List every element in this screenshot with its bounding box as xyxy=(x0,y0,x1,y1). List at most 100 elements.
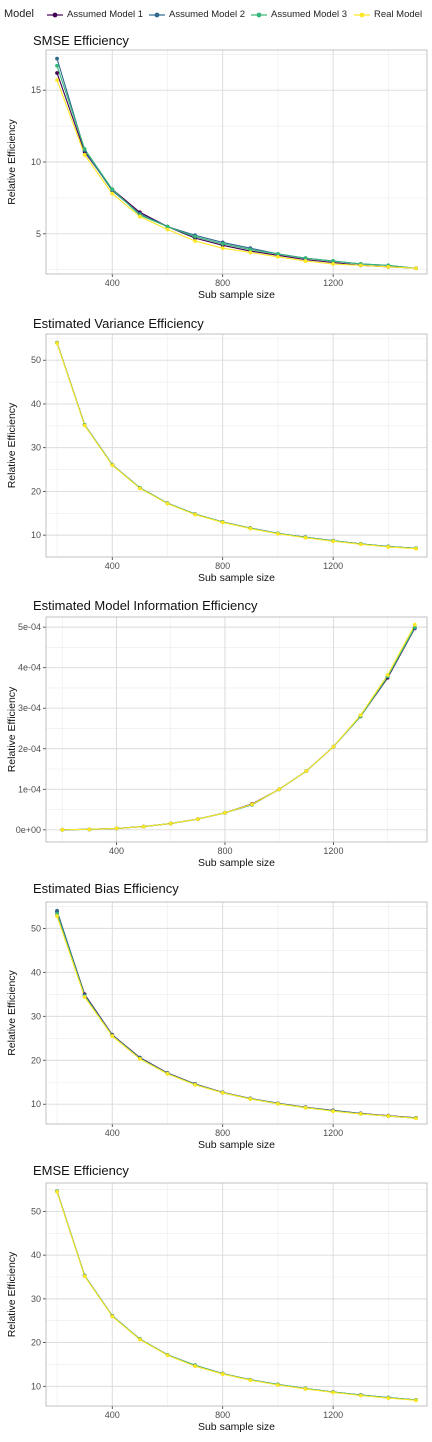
series-line-3 xyxy=(56,1191,417,1401)
data-point xyxy=(55,908,59,913)
data-point xyxy=(60,827,65,832)
y-tick-label: 5 xyxy=(36,229,41,239)
data-point xyxy=(358,263,363,268)
data-point xyxy=(137,1057,142,1061)
data-point xyxy=(223,810,227,815)
data-point xyxy=(248,250,253,255)
x-axis-label: Sub sample size xyxy=(198,572,275,584)
data-point xyxy=(277,787,282,792)
y-tick-label: 50 xyxy=(31,355,41,365)
series-line-2 xyxy=(62,627,416,831)
data-point xyxy=(82,147,87,151)
y-tick-label: 2e-04 xyxy=(18,744,41,754)
panel-border xyxy=(45,901,428,1125)
data-point xyxy=(193,239,197,243)
series-line-4 xyxy=(56,343,416,550)
chart-panel: 400 800 1200 10 20 30 40 50 Sub sample size Relat… xyxy=(6,333,428,584)
x-axis-label: Sub sample size xyxy=(198,289,275,301)
data-point xyxy=(55,914,59,918)
data-point xyxy=(331,539,336,544)
y-tick-label: 40 xyxy=(31,967,41,977)
x-tick-label: 400 xyxy=(105,278,120,288)
panel-border xyxy=(45,616,428,843)
y-tick-label: 0e+00 xyxy=(16,825,41,835)
data-point xyxy=(303,256,308,261)
x-tick-label: 400 xyxy=(105,561,120,571)
y-tick-label: 40 xyxy=(31,1250,41,1260)
y-axis-label: Relative Efficiency xyxy=(6,686,18,772)
data-point xyxy=(412,622,417,627)
data-point xyxy=(193,1364,197,1369)
y-tick-label: 20 xyxy=(31,1338,41,1348)
data-point xyxy=(141,824,146,829)
series-line-1 xyxy=(56,72,416,269)
y-tick-label: 30 xyxy=(31,443,41,453)
panel-border xyxy=(45,49,428,275)
series-line-2 xyxy=(56,342,416,549)
data-point xyxy=(386,545,391,549)
data-point xyxy=(248,1378,253,1383)
data-point xyxy=(386,264,391,269)
y-tick-label: 10 xyxy=(31,1381,41,1391)
data-point xyxy=(165,224,170,229)
data-point xyxy=(358,713,363,718)
series-line-4 xyxy=(56,79,416,269)
series-line-1 xyxy=(56,911,417,1119)
y-axis-label: Relative Efficiency xyxy=(6,969,18,1055)
x-tick-label: 400 xyxy=(105,1410,120,1420)
y-tick-label: 50 xyxy=(31,923,41,933)
y-tick-label: 50 xyxy=(31,1206,41,1216)
data-point xyxy=(276,251,280,256)
legend-key-icon xyxy=(354,12,370,18)
x-axis-label: Sub sample size xyxy=(198,1139,275,1151)
data-point xyxy=(248,247,253,252)
data-point xyxy=(82,423,87,428)
x-axis-label: Sub sample size xyxy=(198,1421,275,1433)
data-point xyxy=(168,821,173,826)
data-point xyxy=(386,1114,391,1118)
data-point xyxy=(220,241,225,246)
data-point xyxy=(250,802,254,807)
x-tick-label: 1200 xyxy=(323,846,343,856)
y-tick-label: 20 xyxy=(31,486,41,496)
series-line-3 xyxy=(56,342,416,549)
data-point xyxy=(110,1314,115,1319)
chart-panel: 400 800 1200 0e+00 1e-04 2e-04 3e-04 4e-04 5e-04… xyxy=(6,616,428,869)
x-tick-label: 400 xyxy=(105,1128,120,1138)
x-tick-label: 1200 xyxy=(323,278,343,288)
y-tick-label: 4e-04 xyxy=(18,663,41,673)
data-point xyxy=(193,512,197,517)
chart-title: Estimated Model Information Efficiency xyxy=(33,598,258,613)
data-point xyxy=(82,152,87,157)
y-tick-label: 15 xyxy=(31,85,41,95)
data-point xyxy=(331,1390,336,1395)
series-line-3 xyxy=(56,65,417,269)
chart-title: Estimated Variance Efficiency xyxy=(33,316,204,331)
data-point xyxy=(165,501,170,506)
data-point xyxy=(414,1398,418,1403)
legend-label: Assumed Model 1 xyxy=(67,9,144,20)
series-line-2 xyxy=(56,910,416,1119)
chart-title: Estimated Bias Efficiency xyxy=(33,881,179,896)
data-point xyxy=(304,769,309,773)
legend: Model Assumed Model 1 Assumed Model 2 As… xyxy=(0,0,432,30)
data-point xyxy=(276,254,280,259)
series-line-2 xyxy=(56,1191,417,1401)
legend-key-icon xyxy=(251,12,267,18)
y-tick-label: 30 xyxy=(31,1294,41,1304)
data-point xyxy=(386,1396,391,1401)
legend-key-icon xyxy=(149,12,165,18)
data-point xyxy=(55,71,59,75)
x-tick-label: 800 xyxy=(215,1128,230,1138)
y-axis-label: Relative Efficiency xyxy=(6,402,18,488)
series-line-4 xyxy=(56,915,417,1119)
data-point xyxy=(358,1111,363,1116)
legend-key-icon xyxy=(47,12,63,18)
panel-border xyxy=(45,333,428,558)
y-tick-label: 10 xyxy=(31,1099,41,1109)
data-point xyxy=(331,744,336,749)
y-tick-label: 10 xyxy=(31,530,41,540)
data-point xyxy=(193,1082,197,1087)
data-point xyxy=(114,826,119,831)
data-point xyxy=(165,1071,170,1076)
